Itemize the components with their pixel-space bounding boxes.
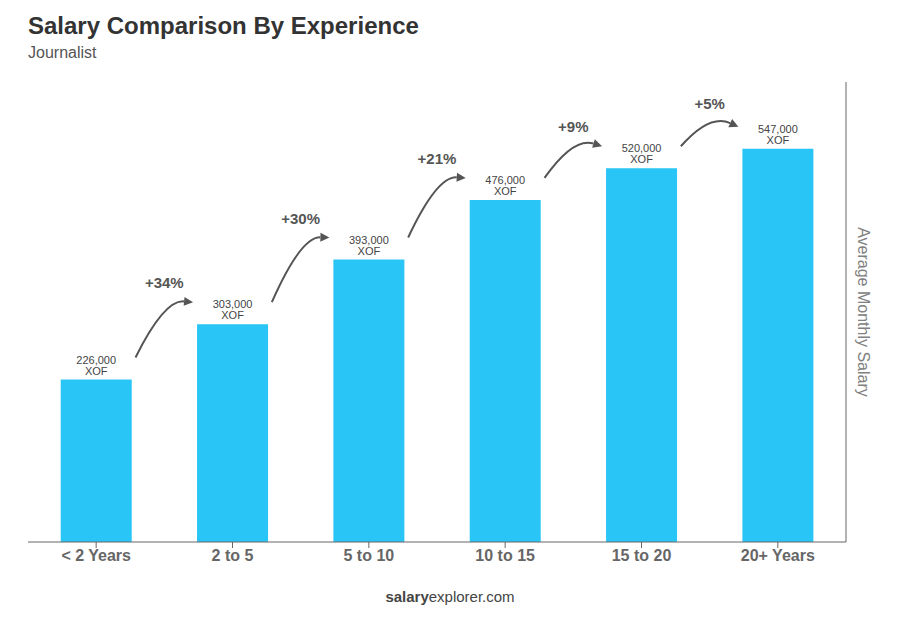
svg-text:476,000XOF: 476,000XOF: [485, 174, 525, 197]
svg-text:+34%: +34%: [145, 274, 184, 291]
svg-text:303,000XOF: 303,000XOF: [213, 298, 253, 321]
svg-text:547,000XOF: 547,000XOF: [758, 123, 798, 146]
html-text:Salary Comparison By Experienc: Salary Comparison By Experience: [28, 12, 419, 39]
svg-text:10 to 15: 10 to 15: [475, 547, 535, 564]
svg-text:20+ Years: 20+ Years: [741, 547, 815, 564]
svg-text:+30%: +30%: [281, 210, 320, 227]
svg-text:< 2 Years: < 2 Years: [61, 547, 131, 564]
svg-text:5 to 10: 5 to 10: [343, 547, 394, 564]
svg-text:2 to 5: 2 to 5: [212, 547, 254, 564]
html-text:Journalist: Journalist: [28, 44, 97, 61]
svg-text:+5%: +5%: [694, 95, 724, 112]
svg-text:+21%: +21%: [418, 150, 457, 167]
svg-text:+9%: +9%: [558, 118, 588, 135]
svg-text:15 to 20: 15 to 20: [612, 547, 672, 564]
html-text:salary explorer.com: salary explorer.com: [385, 588, 515, 605]
svg-text:393,000XOF: 393,000XOF: [349, 234, 389, 257]
svg-text:226,000XOF: 226,000XOF: [76, 354, 116, 377]
svg-text:520,000XOF: 520,000XOF: [622, 142, 662, 165]
svg-text:Average Monthly Salary: Average Monthly Salary: [855, 227, 872, 397]
